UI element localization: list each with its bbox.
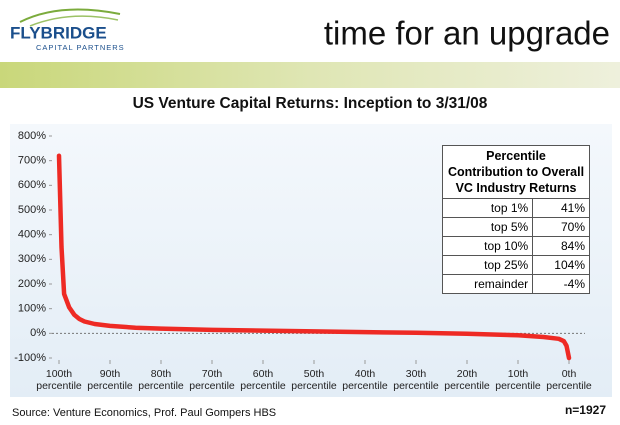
y-tick-label: 200%: [18, 278, 46, 290]
x-tick-label: 100th percentile: [36, 368, 82, 392]
row-value: 70%: [532, 217, 590, 237]
table-row: top 25% 104%: [441, 255, 590, 275]
y-tick-label: 100%: [18, 303, 46, 315]
table-row: remainder -4%: [441, 274, 590, 294]
y-tick-label: 800%: [18, 130, 46, 142]
x-tick-label: 20th percentile: [444, 368, 490, 392]
header-band: [0, 62, 620, 88]
row-label: top 5%: [441, 217, 534, 237]
row-value: 104%: [532, 255, 590, 275]
sample-size: n=1927: [565, 403, 606, 417]
logo-swoosh: [29, 15, 119, 27]
y-tick-label: 500%: [18, 204, 46, 216]
logo-swoosh: [19, 8, 121, 23]
x-tick-label: 80th percentile: [138, 368, 184, 392]
y-tick-label: -100%: [14, 352, 46, 364]
row-value: 84%: [532, 236, 590, 256]
table-row: top 5% 70%: [441, 217, 590, 237]
x-tick-label: 30th percentile: [393, 368, 439, 392]
logo: FLYBRIDGE: [10, 23, 107, 42]
row-label: top 10%: [441, 236, 534, 256]
slide-title: time for an upgrade: [324, 15, 610, 52]
x-tick-label: 40th percentile: [342, 368, 388, 392]
row-label: remainder: [441, 274, 534, 294]
row-label: top 1%: [441, 198, 534, 218]
row-value: -4%: [532, 274, 590, 294]
contribution-table: Percentile Contribution to Overall VC In…: [441, 145, 590, 294]
x-tick-label: 70th percentile: [189, 368, 235, 392]
table-header: Percentile Contribution to Overall VC In…: [442, 145, 590, 199]
logo-sub: CAPITAL PARTNERS: [36, 43, 125, 52]
line: [56, 153, 572, 361]
row-label: top 25%: [441, 255, 534, 275]
y-tick-label: 300%: [18, 253, 46, 265]
y-tick-label: 400%: [18, 229, 46, 241]
x-tick-label: 10th percentile: [495, 368, 541, 392]
table-row: top 1% 41%: [441, 198, 590, 218]
chart-title: US Venture Capital Returns: Inception to…: [133, 95, 488, 112]
y-tick-label: 0%: [30, 327, 46, 339]
y-tick-label: 700%: [18, 155, 46, 167]
y-tick-label: 600%: [18, 179, 46, 191]
table-row: top 10% 84%: [441, 236, 590, 256]
row-value: 41%: [532, 198, 590, 218]
source: Source: Venture Economics, Prof. Paul Go…: [12, 407, 276, 419]
x-tick-label: 90th percentile: [87, 368, 133, 392]
x-tick-label: 60th percentile: [240, 368, 286, 392]
x-tick-label: 0th percentile: [546, 368, 592, 392]
table-header-row: Percentile Contribution to Overall VC In…: [442, 145, 590, 199]
x-tick-label: 50th percentile: [291, 368, 337, 392]
